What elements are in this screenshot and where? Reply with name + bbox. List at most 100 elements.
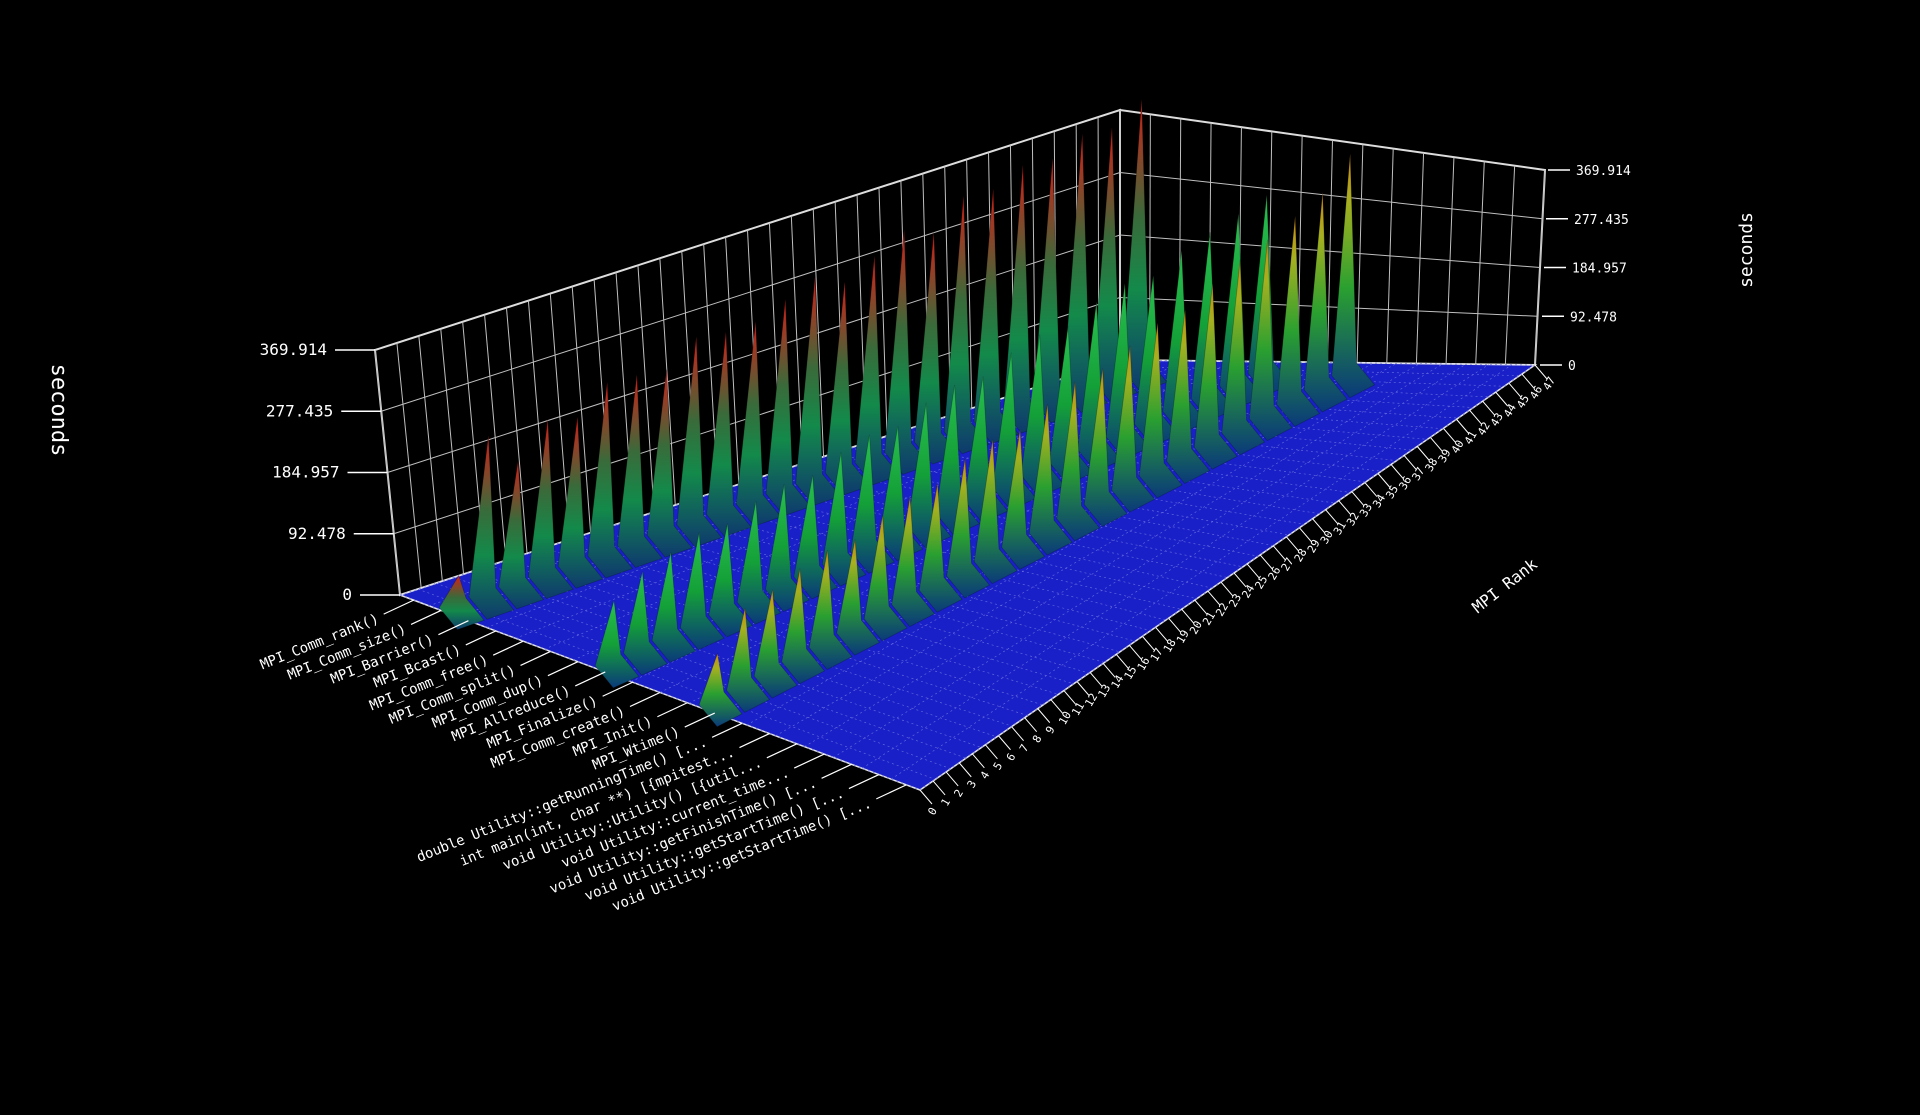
rank-tick-label: 17 <box>1148 646 1166 664</box>
rank-tick-label: 13 <box>1095 682 1113 700</box>
surface-peak <box>1248 239 1293 442</box>
z-tick-label-right: 0 <box>1568 359 1576 374</box>
surface-peak <box>973 439 1018 585</box>
surface-peak <box>781 568 826 685</box>
rank-tick-label: 30 <box>1318 528 1336 546</box>
rank-tick-mark <box>1443 427 1456 443</box>
surface-peak <box>698 651 743 728</box>
rank-tick-mark <box>1456 418 1469 434</box>
rank-tick-mark <box>1351 491 1365 506</box>
rank-tick-label: 29 <box>1305 537 1323 555</box>
rank-tick-label: 16 <box>1135 655 1153 673</box>
surface-peak <box>438 574 485 631</box>
floor-gridline <box>833 363 1466 758</box>
rank-tick-mark <box>1233 572 1247 588</box>
surface-peak <box>863 515 908 642</box>
rank-tick-label: 12 <box>1082 691 1100 709</box>
rank-tick-label: 14 <box>1109 673 1127 691</box>
surface-peaks <box>438 99 1376 728</box>
rank-tick-label: 26 <box>1266 564 1284 582</box>
rank-tick-label: 6 <box>1004 751 1019 763</box>
right-wall-gridline <box>1119 172 1543 220</box>
surface-peak <box>646 369 693 558</box>
function-tick-mark <box>520 650 551 666</box>
rank-tick-label: 5 <box>991 760 1006 772</box>
rank-tick-mark <box>985 744 998 760</box>
rank-tick-label: 46 <box>1527 384 1545 402</box>
rank-tick-mark <box>1469 409 1482 425</box>
rank-tick-mark <box>1089 672 1103 687</box>
rank-tick-label: 34 <box>1370 492 1388 510</box>
rank-tick-mark <box>1115 654 1129 669</box>
rank-tick-mark <box>1390 464 1404 479</box>
surface-peak <box>1001 429 1046 570</box>
rank-tick-mark <box>1063 690 1077 705</box>
function-tick-mark <box>848 774 880 790</box>
rank-tick-mark <box>1416 446 1430 461</box>
rank-tick-label: 24 <box>1239 582 1257 600</box>
y-axis-title: MPI Rank <box>1468 554 1541 617</box>
rank-tick-mark <box>1011 726 1024 742</box>
surface-peak <box>587 382 634 579</box>
rank-tick-mark <box>1495 391 1509 407</box>
rank-tick-label: 23 <box>1226 592 1244 610</box>
rank-tick-label: 39 <box>1436 447 1454 465</box>
surface-peak <box>468 435 515 620</box>
surface-peak <box>1028 404 1073 556</box>
floor-gridline <box>561 541 1059 695</box>
function-tick-mark <box>821 763 852 779</box>
rank-tick-label: 8 <box>1030 733 1045 745</box>
z-tick-label: 0 <box>342 585 352 604</box>
right-wall-gridline <box>1119 297 1538 317</box>
function-tick-mark <box>383 599 414 615</box>
floor-gridline <box>417 588 936 780</box>
z-tick-label-right: 277.435 <box>1574 213 1629 228</box>
surface-peak <box>498 460 545 610</box>
surface-peak <box>918 483 963 613</box>
rank-tick-label: 1 <box>938 796 953 808</box>
rank-tick-mark <box>1168 617 1181 633</box>
surface-peak <box>1303 192 1348 413</box>
rank-tick-mark <box>1194 599 1208 615</box>
rank-tick-label: 47 <box>1540 375 1558 393</box>
function-tick-mark <box>410 609 442 625</box>
rank-tick-mark <box>1312 518 1325 534</box>
floor-gridline <box>862 364 1490 769</box>
rank-tick-mark <box>958 762 972 778</box>
right-wall-gridline <box>1119 234 1541 268</box>
surface-peak <box>850 434 895 574</box>
z-tick-label-right: 184.957 <box>1572 262 1627 277</box>
surface-peak <box>1166 309 1211 485</box>
surface-peak <box>891 496 936 628</box>
rank-tick-mark <box>932 780 946 796</box>
surface-peak <box>651 552 697 663</box>
surface-peak <box>706 331 753 537</box>
floor-gridline <box>1119 359 1536 366</box>
z-tick-label: 92.478 <box>288 524 346 543</box>
rank-tick-mark <box>1259 554 1273 570</box>
floor-gridline <box>939 418 1382 472</box>
rank-tick-label: 41 <box>1462 429 1480 447</box>
rank-tick-label: 2 <box>952 787 967 799</box>
surface-peak <box>726 607 771 713</box>
floor-gridline <box>775 363 1420 737</box>
rank-tick-label: 31 <box>1331 519 1349 537</box>
floor-gridline <box>489 565 997 738</box>
surface-peak <box>676 336 723 548</box>
rank-tick-label: 45 <box>1514 393 1532 411</box>
rank-tick-label: 42 <box>1475 420 1493 438</box>
rank-tick-label: 40 <box>1449 438 1467 456</box>
surface-peak <box>528 419 574 600</box>
function-tick-mark <box>711 722 743 738</box>
floor-gridline <box>795 465 1259 557</box>
rank-tick-mark <box>1024 717 1038 732</box>
surface-peak <box>878 426 924 562</box>
rank-tick-label: 18 <box>1161 637 1179 655</box>
rank-tick-mark <box>1181 608 1195 624</box>
rank-tick-mark <box>1155 626 1168 642</box>
function-tick-mark <box>629 691 661 708</box>
rank-tick-label: 11 <box>1069 700 1087 718</box>
surface-peak <box>1221 259 1266 456</box>
z-tick-label: 369.914 <box>260 340 327 359</box>
